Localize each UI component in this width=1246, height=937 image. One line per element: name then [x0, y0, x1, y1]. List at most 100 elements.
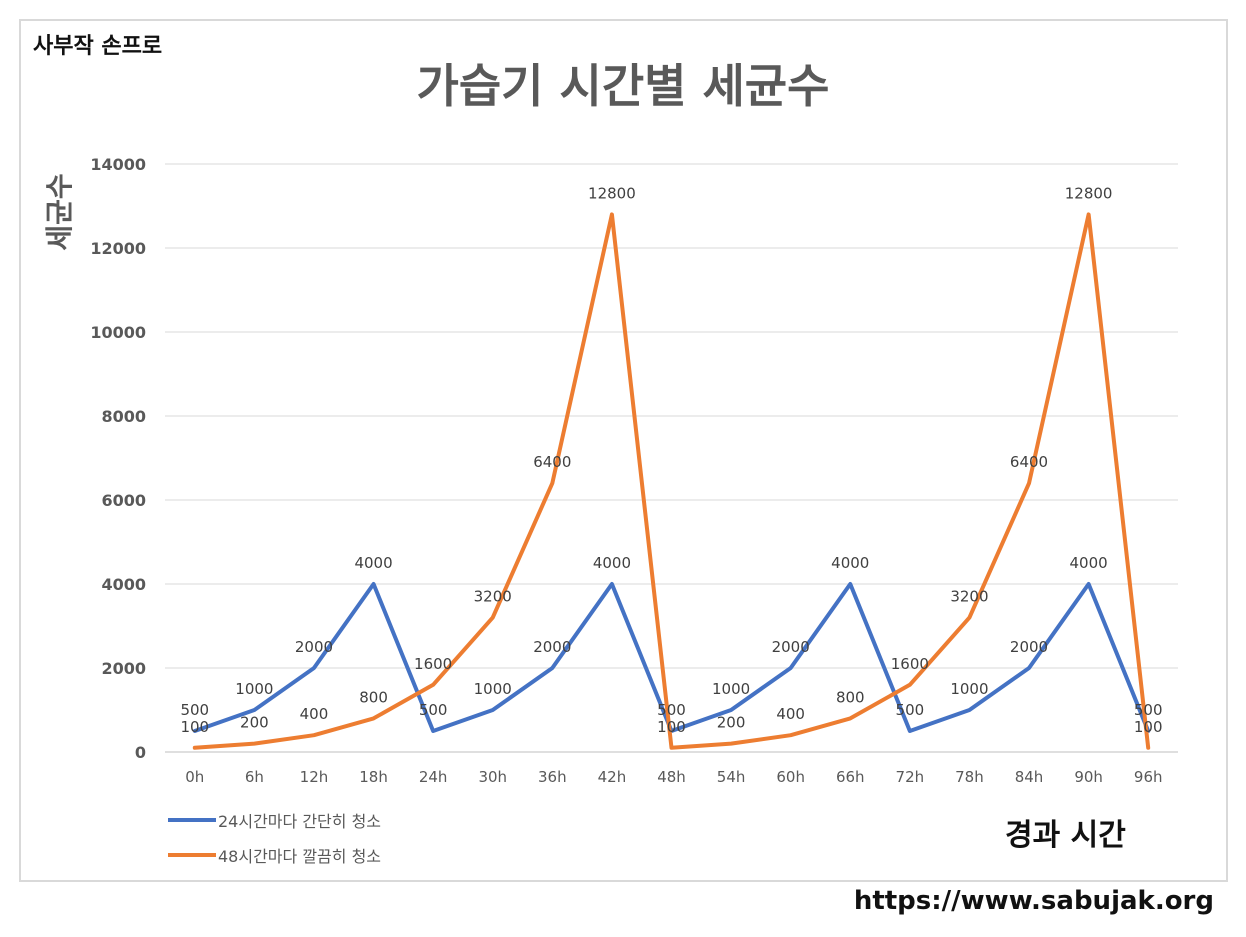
data-point: [1027, 481, 1031, 485]
legend-label: 24시간마다 간단히 청소: [218, 812, 382, 831]
data-point: [550, 481, 554, 485]
y-tick-label: 2000: [101, 659, 146, 678]
x-tick-label: 84h: [1015, 768, 1044, 786]
x-tick-label: 78h: [955, 768, 984, 786]
data-point: [729, 708, 733, 712]
y-tick-label: 0: [135, 743, 146, 762]
data-label: 3200: [474, 588, 512, 606]
data-point: [1146, 746, 1150, 750]
data-label: 400: [300, 705, 329, 723]
data-point: [848, 582, 852, 586]
x-tick-label: 60h: [776, 768, 805, 786]
data-point: [908, 729, 912, 733]
x-axis-label: 경과 시간: [1005, 818, 1126, 853]
data-point: [670, 746, 674, 750]
data-point: [967, 616, 971, 620]
data-point: [550, 666, 554, 670]
x-tick-label: 18h: [359, 768, 388, 786]
x-tick-label: 66h: [836, 768, 865, 786]
data-label: 100: [1134, 718, 1163, 736]
data-label: 1000: [235, 680, 273, 698]
data-label: 2000: [295, 638, 333, 656]
data-point: [610, 582, 614, 586]
x-tick-label: 30h: [478, 768, 507, 786]
y-tick-label: 6000: [101, 491, 146, 510]
data-point: [789, 733, 793, 737]
data-point: [312, 733, 316, 737]
data-label: 500: [896, 701, 925, 719]
y-tick-label: 12000: [90, 239, 146, 258]
x-tick-label: 0h: [185, 768, 204, 786]
y-tick-label: 14000: [90, 155, 146, 174]
data-point: [908, 683, 912, 687]
data-point: [729, 742, 733, 746]
x-tick-label: 96h: [1134, 768, 1163, 786]
data-point: [491, 708, 495, 712]
data-label: 4000: [593, 554, 631, 572]
x-tick-label: 6h: [245, 768, 264, 786]
x-tick-label: 90h: [1074, 768, 1103, 786]
y-tick-label: 8000: [101, 407, 146, 426]
y-tick-label: 4000: [101, 575, 146, 594]
chart-title: 가습기 시간별 세균수: [416, 59, 830, 113]
data-point: [1087, 212, 1091, 216]
data-label: 200: [240, 714, 269, 732]
data-label: 500: [657, 701, 686, 719]
data-label: 12800: [1065, 184, 1113, 202]
data-label: 500: [419, 701, 448, 719]
data-point: [789, 666, 793, 670]
data-point: [193, 746, 197, 750]
x-tick-label: 36h: [538, 768, 567, 786]
data-label: 500: [180, 701, 209, 719]
data-label: 3200: [950, 588, 988, 606]
legend-swatch-orange: [168, 853, 216, 857]
data-point: [491, 616, 495, 620]
data-point: [610, 212, 614, 216]
data-point: [1087, 582, 1091, 586]
data-label: 4000: [831, 554, 869, 572]
chart-frame: [19, 19, 1228, 882]
x-tick-label: 48h: [657, 768, 686, 786]
data-point: [252, 708, 256, 712]
y-tick-label: 10000: [90, 323, 146, 342]
data-label: 1000: [474, 680, 512, 698]
legend-label: 48시간마다 깔끔히 청소: [218, 847, 382, 866]
data-point: [431, 683, 435, 687]
data-point: [312, 666, 316, 670]
data-label: 1000: [712, 680, 750, 698]
data-point: [967, 708, 971, 712]
legend-swatch-blue: [168, 818, 216, 822]
data-label: 2000: [772, 638, 810, 656]
data-label: 4000: [1070, 554, 1108, 572]
data-label: 800: [836, 688, 865, 706]
data-label: 2000: [533, 638, 571, 656]
x-tick-label: 12h: [300, 768, 329, 786]
x-tick-label: 24h: [419, 768, 448, 786]
data-label: 1600: [414, 655, 452, 673]
x-tick-label: 54h: [717, 768, 746, 786]
x-tick-label: 42h: [598, 768, 627, 786]
brand-label: 사부작 손프로: [33, 34, 163, 59]
data-label: 400: [776, 705, 805, 723]
data-label: 4000: [354, 554, 392, 572]
data-label: 100: [180, 718, 209, 736]
data-point: [372, 582, 376, 586]
data-label: 200: [717, 714, 746, 732]
data-point: [431, 729, 435, 733]
series-line-2: [192, 212, 1151, 750]
data-label: 800: [359, 688, 388, 706]
legend-item-series-2: 48시간마다 깔끔히 청소: [168, 843, 381, 867]
data-label: 1000: [950, 680, 988, 698]
data-label: 6400: [533, 453, 571, 471]
data-label: 1600: [891, 655, 929, 673]
data-point: [252, 742, 256, 746]
data-label: 500: [1134, 701, 1163, 719]
legend-item-series-1: 24시간마다 간단히 청소: [168, 808, 381, 832]
data-point: [372, 716, 376, 720]
data-label: 100: [657, 718, 686, 736]
data-point: [1027, 666, 1031, 670]
data-point: [848, 716, 852, 720]
data-label: 2000: [1010, 638, 1048, 656]
data-label: 6400: [1010, 453, 1048, 471]
